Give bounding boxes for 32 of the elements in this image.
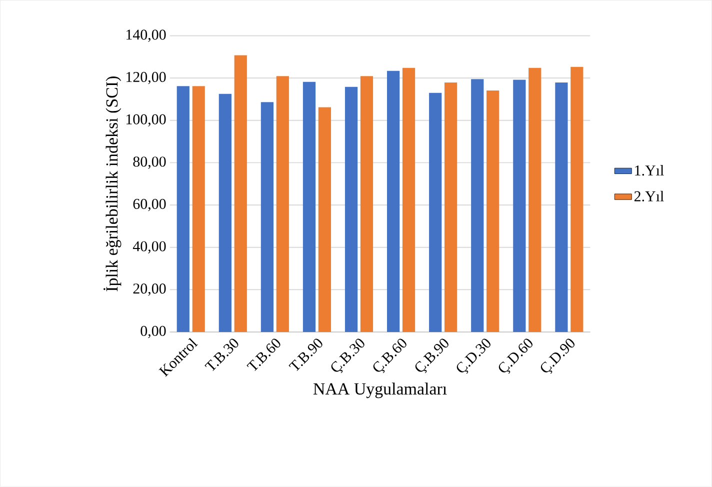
bar — [387, 70, 400, 332]
bar — [570, 66, 584, 332]
bar — [302, 82, 316, 332]
bar — [276, 76, 289, 332]
bar — [528, 68, 542, 332]
y-tick-label: 60,00 — [133, 198, 166, 212]
y-tick-label: 120,00 — [126, 72, 166, 84]
bar — [555, 82, 568, 332]
bar — [234, 55, 247, 332]
y-axis-title: İplik eğrilebilirlik indeksi (SCI) — [104, 76, 122, 292]
bar — [344, 87, 358, 332]
legend-label: 2.Yıl — [634, 190, 664, 202]
bar — [471, 79, 484, 332]
x-axis-title: NAA Uygulamaları — [313, 382, 447, 398]
y-tick-label: 80,00 — [133, 156, 166, 169]
bar — [513, 80, 526, 332]
y-tick-label: 20,00 — [133, 284, 166, 296]
bar — [360, 76, 374, 332]
y-tick-label: 140,00 — [126, 30, 166, 42]
bar — [486, 90, 500, 332]
legend-label: 1.Yıl — [635, 165, 664, 176]
bar — [192, 86, 205, 332]
bar — [402, 68, 416, 332]
bar — [260, 102, 274, 332]
bar — [218, 94, 232, 332]
bar — [176, 86, 190, 332]
y-tick-label: 0,00 — [140, 326, 166, 338]
bar — [429, 92, 442, 332]
y-tick-label: 40,00 — [132, 241, 166, 254]
y-tick-label: 100,00 — [126, 114, 166, 127]
bar — [444, 82, 458, 332]
bar — [318, 107, 331, 332]
